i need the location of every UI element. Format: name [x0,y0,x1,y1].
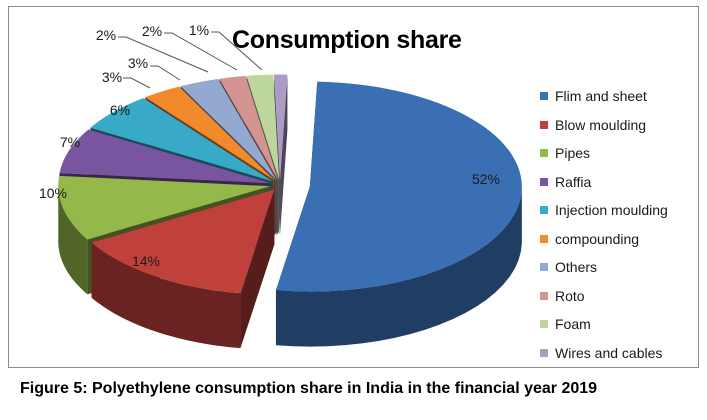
legend-label: Others [555,259,598,275]
legend-swatch [540,177,548,186]
legend-label: Pipes [555,145,591,161]
legend-item: Foam [540,314,591,334]
legend-swatch [540,234,548,243]
leader-line [118,36,209,73]
legend-label: Wires and cables [555,344,663,361]
data-label: 6% [110,102,130,118]
legend-label: Injection moulding [555,202,668,218]
legend-label: Blow moulding [555,116,647,133]
legend-label: Foam [555,316,591,332]
figure-caption: Figure 5: Polyethylene consumption share… [20,380,598,397]
legend-swatch [540,149,548,157]
legend-item: Pipes [540,143,590,163]
legend-item: Blow moulding [540,115,646,135]
data-label: 14% [132,253,160,269]
legend-item: Wires and cables [540,343,662,363]
legend-swatch [540,348,548,357]
legend-item: Flim and sheet [540,86,647,106]
data-label: 52% [472,171,500,187]
legend-swatch [540,263,548,271]
legend-swatch [540,92,548,100]
chart-title: Consumption share [232,26,462,54]
legend-swatch [540,206,548,214]
data-label: 7% [60,134,80,150]
data-label: 3% [128,55,148,71]
legend-label: compounding [555,230,640,247]
leader-line [211,31,263,71]
leader-line [150,65,181,81]
legend-label: Flim and sheet [555,88,647,104]
leader-line [164,32,238,71]
data-label: 2% [96,27,116,43]
legend-swatch [540,291,548,300]
data-label: 2% [142,23,162,39]
pie-slice-blow-moulding [91,189,275,349]
data-label: 10% [39,185,67,201]
pie-slice-flim-and-sheet [275,81,522,347]
data-label: 3% [102,69,122,85]
legend-item: Roto [540,286,585,306]
legend-label: Roto [555,287,585,304]
legend-item: Raffia [540,172,591,192]
legend-label: Raffia [555,173,592,190]
legend-item: Injection moulding [540,200,668,220]
legend-item: compounding [540,229,639,249]
legend-swatch [540,120,548,129]
legend-item: Others [540,257,597,277]
leader-line [123,77,151,89]
data-label: 1% [189,22,209,38]
legend-swatch [540,320,548,328]
